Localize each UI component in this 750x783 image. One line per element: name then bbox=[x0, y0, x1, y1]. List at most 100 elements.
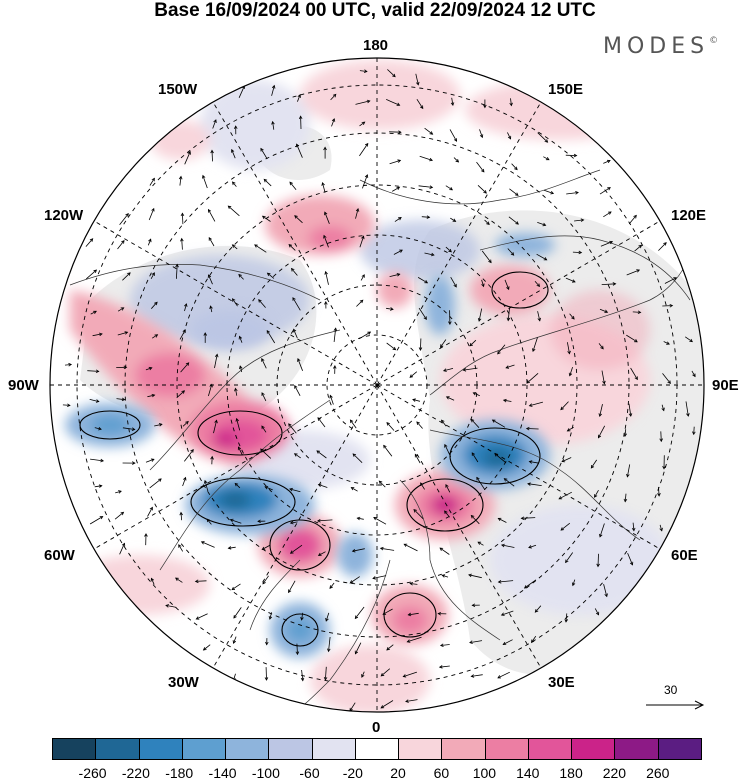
wind-arrow bbox=[537, 311, 541, 321]
wind-arrow-head bbox=[545, 156, 550, 161]
wind-arrow bbox=[349, 702, 356, 712]
wind-arrow-head bbox=[67, 403, 71, 407]
colorbar-swatch bbox=[355, 739, 400, 759]
wind-arrow-head bbox=[268, 616, 273, 620]
wind-arrow bbox=[627, 464, 631, 477]
wind-arrow bbox=[501, 610, 514, 616]
wind-arrow-head bbox=[297, 358, 301, 362]
lon-label-90w: 90W bbox=[8, 377, 39, 394]
wind-arrow-head bbox=[629, 561, 634, 566]
wind-arrow bbox=[238, 274, 244, 280]
wind-arrow bbox=[264, 486, 273, 491]
wind-arrow-head bbox=[470, 418, 475, 423]
wind-arrow bbox=[260, 148, 268, 160]
positive-anomaly bbox=[278, 527, 322, 563]
wind-arrow bbox=[386, 99, 400, 106]
wind-arrow-head bbox=[258, 299, 262, 303]
wind-arrow bbox=[355, 642, 362, 654]
wind-arrow-head bbox=[297, 94, 301, 98]
wind-arrow-head bbox=[472, 392, 477, 396]
wind-arrow bbox=[658, 486, 660, 496]
wind-arrow-head bbox=[366, 99, 371, 104]
wind-arrow bbox=[263, 179, 272, 187]
colorbar-tick-label: -20 bbox=[342, 765, 363, 781]
wind-arrow-head bbox=[261, 392, 265, 396]
wind-arrow bbox=[122, 427, 135, 430]
positive-anomaly bbox=[213, 432, 237, 448]
wind-arrow bbox=[572, 251, 582, 253]
anomaly-patch bbox=[490, 505, 670, 615]
wind-arrow bbox=[693, 426, 695, 435]
wind-arrow-head bbox=[567, 350, 571, 355]
wind-arrow-head bbox=[600, 345, 604, 350]
colorbar-swatch bbox=[269, 739, 313, 759]
anomaly-patch bbox=[200, 80, 310, 170]
wind-arrow-head bbox=[127, 272, 131, 276]
wind-arrow-head bbox=[120, 307, 125, 311]
wind-arrow bbox=[537, 132, 548, 143]
wind-arrow-head bbox=[206, 518, 211, 523]
wind-arrow-head bbox=[271, 120, 275, 125]
wind-arrow-head bbox=[531, 639, 535, 644]
wind-arrow-head bbox=[158, 478, 162, 482]
wind-arrow bbox=[228, 205, 240, 217]
wind-arrow bbox=[87, 370, 99, 372]
wind-arrow bbox=[408, 612, 419, 616]
wind-arrow bbox=[476, 477, 486, 491]
wind-arrow-head bbox=[663, 242, 667, 246]
wind-arrow-head bbox=[634, 339, 638, 343]
wind-arrow-head bbox=[289, 520, 294, 525]
wind-arrow-head bbox=[483, 190, 487, 194]
wind-arrow bbox=[594, 608, 599, 615]
map-border bbox=[49, 57, 705, 713]
wind-arrow bbox=[510, 98, 512, 106]
wind-arrow bbox=[601, 283, 616, 285]
wind-arrow-head bbox=[565, 559, 569, 564]
wind-arrow bbox=[424, 252, 434, 256]
wind-arrow bbox=[471, 515, 480, 525]
colorbar-tick-label: -60 bbox=[299, 765, 320, 781]
wind-arrow bbox=[560, 522, 571, 531]
wind-arrow bbox=[322, 182, 326, 193]
wind-arrow-head bbox=[662, 466, 666, 470]
wind-arrow-head bbox=[477, 317, 482, 322]
wind-arrow-head bbox=[692, 431, 696, 436]
wind-arrow bbox=[296, 643, 298, 655]
positive-anomaly bbox=[308, 226, 352, 250]
wind-arrow-head bbox=[448, 248, 452, 253]
wind-arrow-head bbox=[150, 577, 155, 582]
wind-arrow-head bbox=[325, 617, 329, 622]
wind-arrow bbox=[416, 98, 424, 109]
wind-arrow bbox=[528, 544, 537, 548]
wind-arrow bbox=[94, 485, 102, 488]
wind-arrow bbox=[176, 390, 185, 399]
wind-arrow-head bbox=[402, 674, 407, 678]
wind-arrow-head bbox=[514, 192, 519, 196]
wind-arrow bbox=[89, 516, 103, 525]
wind-arrow-head bbox=[438, 665, 443, 669]
wind-arrow bbox=[440, 644, 450, 646]
wind-arrow-head bbox=[383, 444, 387, 449]
contour-line bbox=[197, 410, 283, 456]
wind-arrow bbox=[386, 422, 395, 431]
wind-arrow-head bbox=[631, 527, 636, 532]
colorbar-tick-label: 180 bbox=[559, 765, 583, 781]
wind-arrow bbox=[316, 450, 327, 459]
wind-arrow bbox=[355, 100, 370, 105]
wind-arrow bbox=[471, 452, 479, 463]
wind-arrow-head bbox=[361, 274, 365, 278]
wind-arrow-head bbox=[471, 603, 476, 607]
wind-arrow bbox=[424, 127, 433, 135]
wind-arrow-head bbox=[561, 458, 566, 463]
wind-arrow-head bbox=[571, 279, 576, 283]
wind-arrow-head bbox=[356, 516, 361, 521]
wind-arrow bbox=[290, 544, 303, 554]
colorbar-tick-label: 60 bbox=[433, 765, 450, 781]
wind-arrow bbox=[294, 215, 303, 224]
wind-arrow-head bbox=[202, 174, 206, 179]
wind-arrow bbox=[590, 459, 598, 469]
wind-arrow bbox=[511, 163, 518, 170]
wind-arrow-head bbox=[470, 514, 475, 519]
wind-arrow bbox=[420, 482, 425, 490]
wind-arrow bbox=[119, 543, 125, 555]
